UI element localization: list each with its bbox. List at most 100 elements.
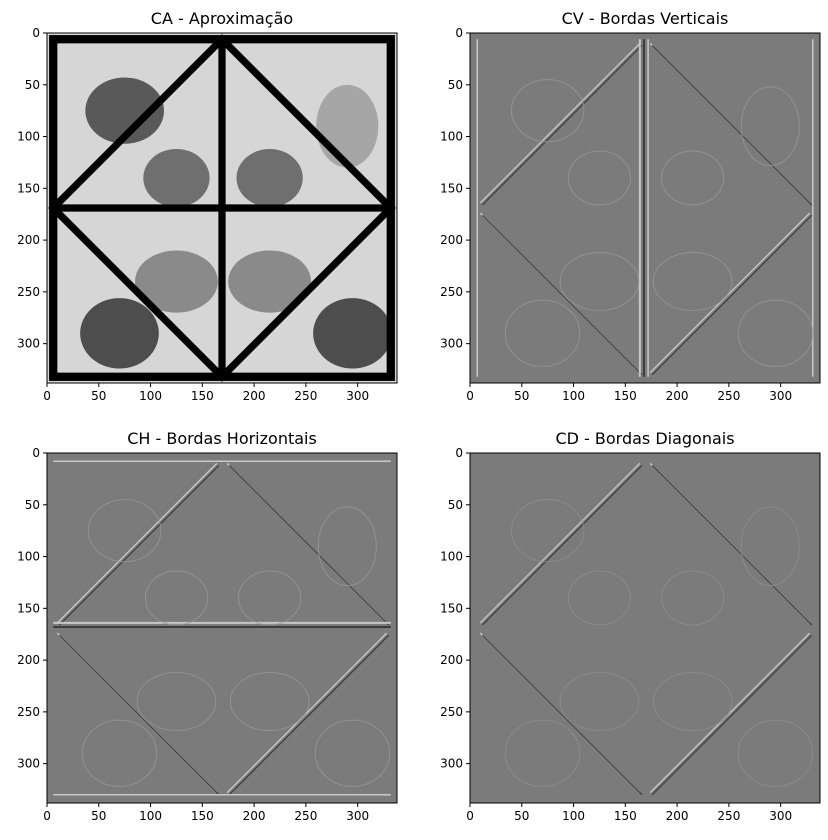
edge-shape	[661, 150, 725, 206]
image-shape	[316, 84, 379, 168]
y-axis: 0 50 100 150 200 250 300	[17, 446, 47, 771]
edge-line	[56, 462, 218, 624]
y-tick-label: 300	[440, 757, 463, 771]
edge-line	[482, 634, 643, 796]
x-tick-label: 200	[666, 389, 689, 403]
y-tick-label: 50	[448, 78, 463, 92]
y-tick-label: 250	[440, 285, 463, 299]
y-tick-label: 200	[17, 233, 40, 247]
x-axis: 0 50 100 150 200 250 300	[466, 383, 792, 403]
edge-line	[479, 462, 641, 624]
panel-title: CV - Bordas Verticais	[562, 9, 729, 28]
x-tick-label: 0	[466, 389, 474, 403]
image-background	[47, 453, 397, 803]
edge-shape	[740, 506, 800, 587]
edge-shape	[504, 299, 581, 367]
x-tick-label: 250	[294, 389, 317, 403]
panel-ca: CA - Aproximação 0 50 100 150 200 250 300 0 50 1…	[17, 9, 398, 403]
edge-shape	[567, 570, 632, 626]
x-tick-label: 300	[769, 389, 792, 403]
edge-shape	[238, 570, 302, 626]
x-tick-label: 150	[614, 389, 637, 403]
x-tick-label: 300	[346, 809, 369, 823]
x-tick-label: 150	[191, 809, 214, 823]
edge-line	[649, 212, 811, 374]
x-tick-label: 100	[562, 389, 585, 403]
y-tick-label: 300	[17, 757, 40, 771]
edge-shape	[559, 672, 640, 732]
y-tick-label: 300	[440, 337, 463, 351]
y-tick-label: 250	[17, 285, 40, 299]
y-axis: 0 50 100 150 200 250 300	[17, 26, 47, 351]
y-tick-label: 0	[455, 26, 463, 40]
y-axis: 0 50 100 150 200 250 300	[440, 26, 470, 351]
x-tick-label: 250	[717, 389, 740, 403]
x-tick-label: 300	[346, 389, 369, 403]
panel-ch: CH - Bordas Horizontais 0 50 100 150 200 250 3…	[17, 429, 398, 823]
y-tick-label: 200	[440, 653, 463, 667]
y-tick-label: 200	[17, 653, 40, 667]
x-axis: 0 50 100 150 200 250 300	[466, 803, 792, 823]
y-tick-label: 0	[32, 446, 40, 460]
image-area	[470, 33, 820, 383]
y-tick-label: 0	[455, 446, 463, 460]
edge-line	[228, 634, 390, 796]
image-area	[47, 453, 397, 803]
x-tick-label: 100	[562, 809, 585, 823]
x-tick-label: 50	[91, 389, 106, 403]
x-tick-label: 150	[614, 809, 637, 823]
panel-title: CA - Aproximação	[151, 9, 293, 28]
y-tick-label: 100	[17, 130, 40, 144]
edge-line	[482, 465, 643, 626]
image-shape	[135, 250, 218, 313]
edge-line	[651, 45, 813, 206]
x-axis: 0 50 100 150 200 250 300	[43, 383, 369, 403]
edge-line	[651, 634, 813, 796]
axes-frame	[46, 452, 398, 804]
edge-shape	[737, 719, 814, 787]
edge-shape	[229, 672, 310, 732]
image-background	[470, 33, 820, 383]
y-tick-label: 150	[440, 601, 463, 615]
edge-line	[649, 632, 811, 794]
y-tick-label: 250	[17, 705, 40, 719]
y-axis: 0 50 100 150 200 250 300	[440, 446, 470, 771]
edge-shape	[510, 79, 585, 143]
edge-shape	[559, 252, 640, 312]
edge-line	[482, 45, 643, 206]
edge-shape	[661, 570, 725, 626]
edge-shape	[740, 86, 800, 167]
x-tick-label: 50	[514, 809, 529, 823]
image-shape	[236, 148, 303, 207]
x-tick-label: 50	[514, 389, 529, 403]
edge-line	[59, 465, 220, 626]
y-tick-label: 300	[17, 337, 40, 351]
x-axis: 0 50 100 150 200 250 300	[43, 803, 369, 823]
edge-shape	[314, 719, 391, 787]
image-area	[470, 453, 820, 803]
x-tick-label: 250	[717, 809, 740, 823]
image-shape	[80, 298, 159, 369]
axes-frame	[469, 32, 821, 384]
x-tick-label: 300	[769, 809, 792, 823]
y-tick-label: 100	[17, 550, 40, 564]
edge-shape	[81, 719, 158, 787]
edge-shape	[510, 499, 585, 563]
edge-shape	[87, 499, 162, 563]
x-tick-label: 0	[43, 809, 51, 823]
y-tick-label: 0	[32, 26, 40, 40]
edge-line	[226, 632, 388, 794]
x-tick-label: 50	[91, 809, 106, 823]
edge-shape	[136, 672, 217, 732]
edge-line	[651, 465, 813, 626]
edge-shape	[567, 150, 632, 206]
edge-line	[59, 634, 220, 796]
image-background	[470, 453, 820, 803]
axes-frame	[46, 32, 398, 384]
edge-shape	[652, 672, 733, 732]
panel-cv: CV - Bordas Verticais 0 50 100 150 200 250 300…	[440, 9, 821, 403]
image-shape	[143, 148, 210, 207]
x-tick-label: 0	[43, 389, 51, 403]
y-tick-label: 50	[25, 498, 40, 512]
